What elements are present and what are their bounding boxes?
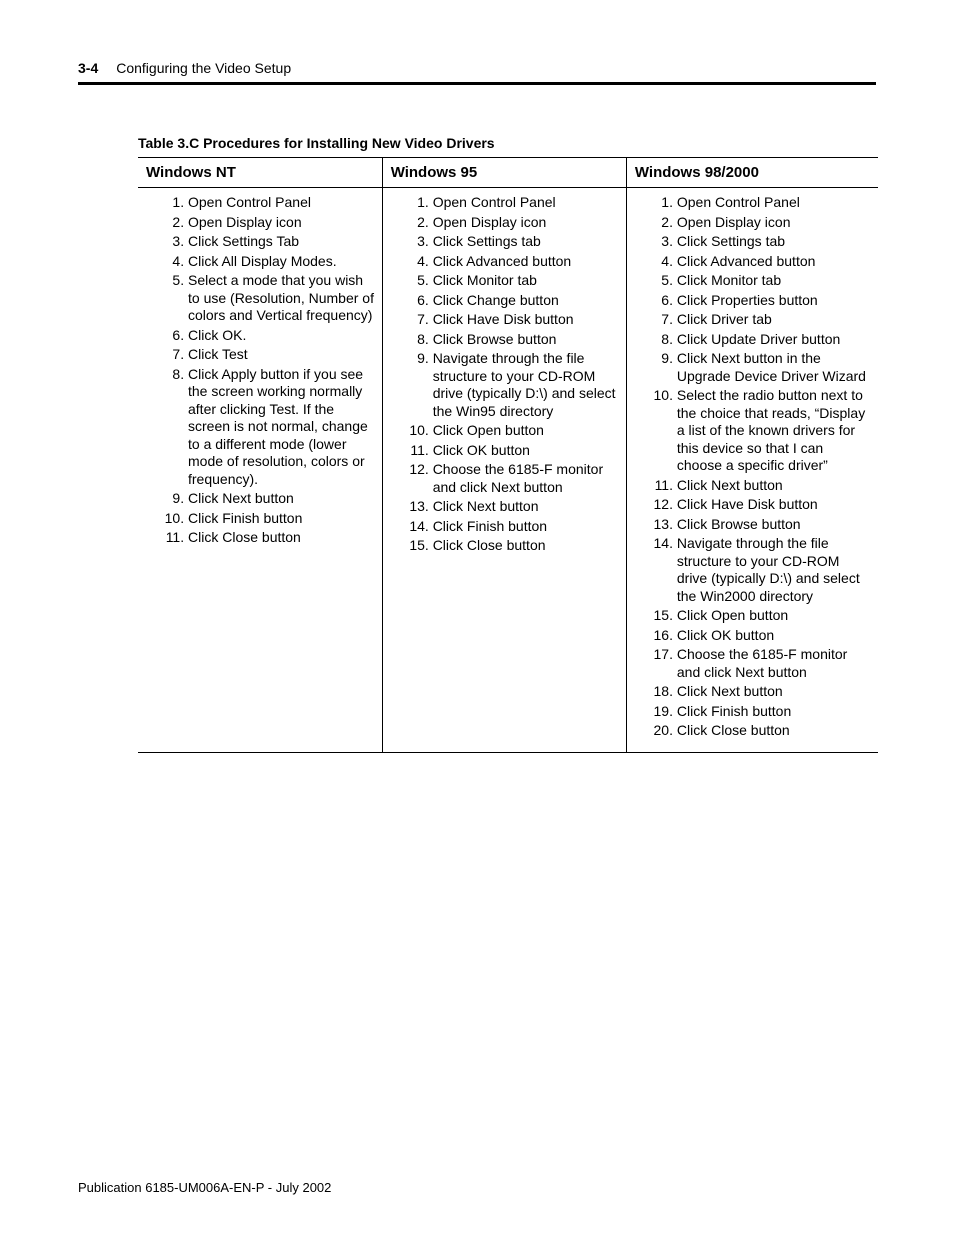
page: 3-4 Configuring the Video Setup Table 3.… xyxy=(0,0,954,1235)
list-item: Click Test xyxy=(188,346,376,364)
list-item: Click Monitor tab xyxy=(677,272,872,290)
list-item: Open Display icon xyxy=(433,214,620,232)
list-item: Click Settings Tab xyxy=(188,233,376,251)
col-header-w95: Windows 95 xyxy=(382,158,626,188)
list-item: Choose the 6185-F monitor and click Next… xyxy=(677,646,872,681)
list-item: Click Have Disk button xyxy=(433,311,620,329)
list-item: Click Apply button if you see the screen… xyxy=(188,366,376,489)
list-item: Select the radio button next to the choi… xyxy=(677,387,872,475)
col-header-nt: Windows NT xyxy=(138,158,382,188)
steps-w95: Open Control PanelOpen Display iconClick… xyxy=(389,194,620,555)
list-item: Click Next button xyxy=(433,498,620,516)
list-item: Click Open button xyxy=(677,607,872,625)
list-item: Click OK. xyxy=(188,327,376,345)
list-item: Navigate through the file structure to y… xyxy=(677,535,872,605)
table-row: Open Control PanelOpen Display iconClick… xyxy=(138,188,878,753)
list-item: Click OK button xyxy=(433,442,620,460)
list-item: Click Open button xyxy=(433,422,620,440)
list-item: Open Display icon xyxy=(188,214,376,232)
list-item: Click Have Disk button xyxy=(677,496,872,514)
list-item: Click Change button xyxy=(433,292,620,310)
list-item: Click OK button xyxy=(677,627,872,645)
list-item: Open Control Panel xyxy=(433,194,620,212)
list-item: Click Next button xyxy=(677,683,872,701)
list-item: Click All Display Modes. xyxy=(188,253,376,271)
list-item: Click Next button xyxy=(188,490,376,508)
list-item: Click Driver tab xyxy=(677,311,872,329)
steps-w98: Open Control PanelOpen Display iconClick… xyxy=(633,194,872,740)
running-header: 3-4 Configuring the Video Setup xyxy=(78,60,876,76)
list-item: Click Finish button xyxy=(433,518,620,536)
list-item: Click Browse button xyxy=(677,516,872,534)
cell-w98: Open Control PanelOpen Display iconClick… xyxy=(626,188,878,753)
table-caption: Table 3.C Procedures for Installing New … xyxy=(138,135,876,151)
list-item: Select a mode that you wish to use (Reso… xyxy=(188,272,376,325)
list-item: Choose the 6185-F monitor and click Next… xyxy=(433,461,620,496)
list-item: Open Display icon xyxy=(677,214,872,232)
procedures-table: Windows NT Windows 95 Windows 98/2000 Op… xyxy=(138,157,878,753)
list-item: Open Control Panel xyxy=(188,194,376,212)
list-item: Click Next button xyxy=(677,477,872,495)
list-item: Click Browse button xyxy=(433,331,620,349)
cell-w95: Open Control PanelOpen Display iconClick… xyxy=(382,188,626,753)
list-item: Click Close button xyxy=(677,722,872,740)
list-item: Click Advanced button xyxy=(677,253,872,271)
publication-footer: Publication 6185-UM006A-EN-P - July 2002 xyxy=(78,1180,331,1195)
list-item: Open Control Panel xyxy=(677,194,872,212)
list-item: Click Update Driver button xyxy=(677,331,872,349)
list-item: Click Close button xyxy=(433,537,620,555)
chapter-title: Configuring the Video Setup xyxy=(116,60,291,76)
cell-nt: Open Control PanelOpen Display iconClick… xyxy=(138,188,382,753)
list-item: Click Monitor tab xyxy=(433,272,620,290)
list-item: Click Finish button xyxy=(677,703,872,721)
list-item: Click Next button in the Upgrade Device … xyxy=(677,350,872,385)
list-item: Navigate through the file structure to y… xyxy=(433,350,620,420)
page-number: 3-4 xyxy=(78,60,98,76)
list-item: Click Properties button xyxy=(677,292,872,310)
list-item: Click Settings tab xyxy=(677,233,872,251)
list-item: Click Settings tab xyxy=(433,233,620,251)
col-header-w98: Windows 98/2000 xyxy=(626,158,878,188)
steps-nt: Open Control PanelOpen Display iconClick… xyxy=(144,194,376,547)
list-item: Click Finish button xyxy=(188,510,376,528)
list-item: Click Advanced button xyxy=(433,253,620,271)
header-rule xyxy=(78,82,876,85)
list-item: Click Close button xyxy=(188,529,376,547)
table-header-row: Windows NT Windows 95 Windows 98/2000 xyxy=(138,158,878,188)
